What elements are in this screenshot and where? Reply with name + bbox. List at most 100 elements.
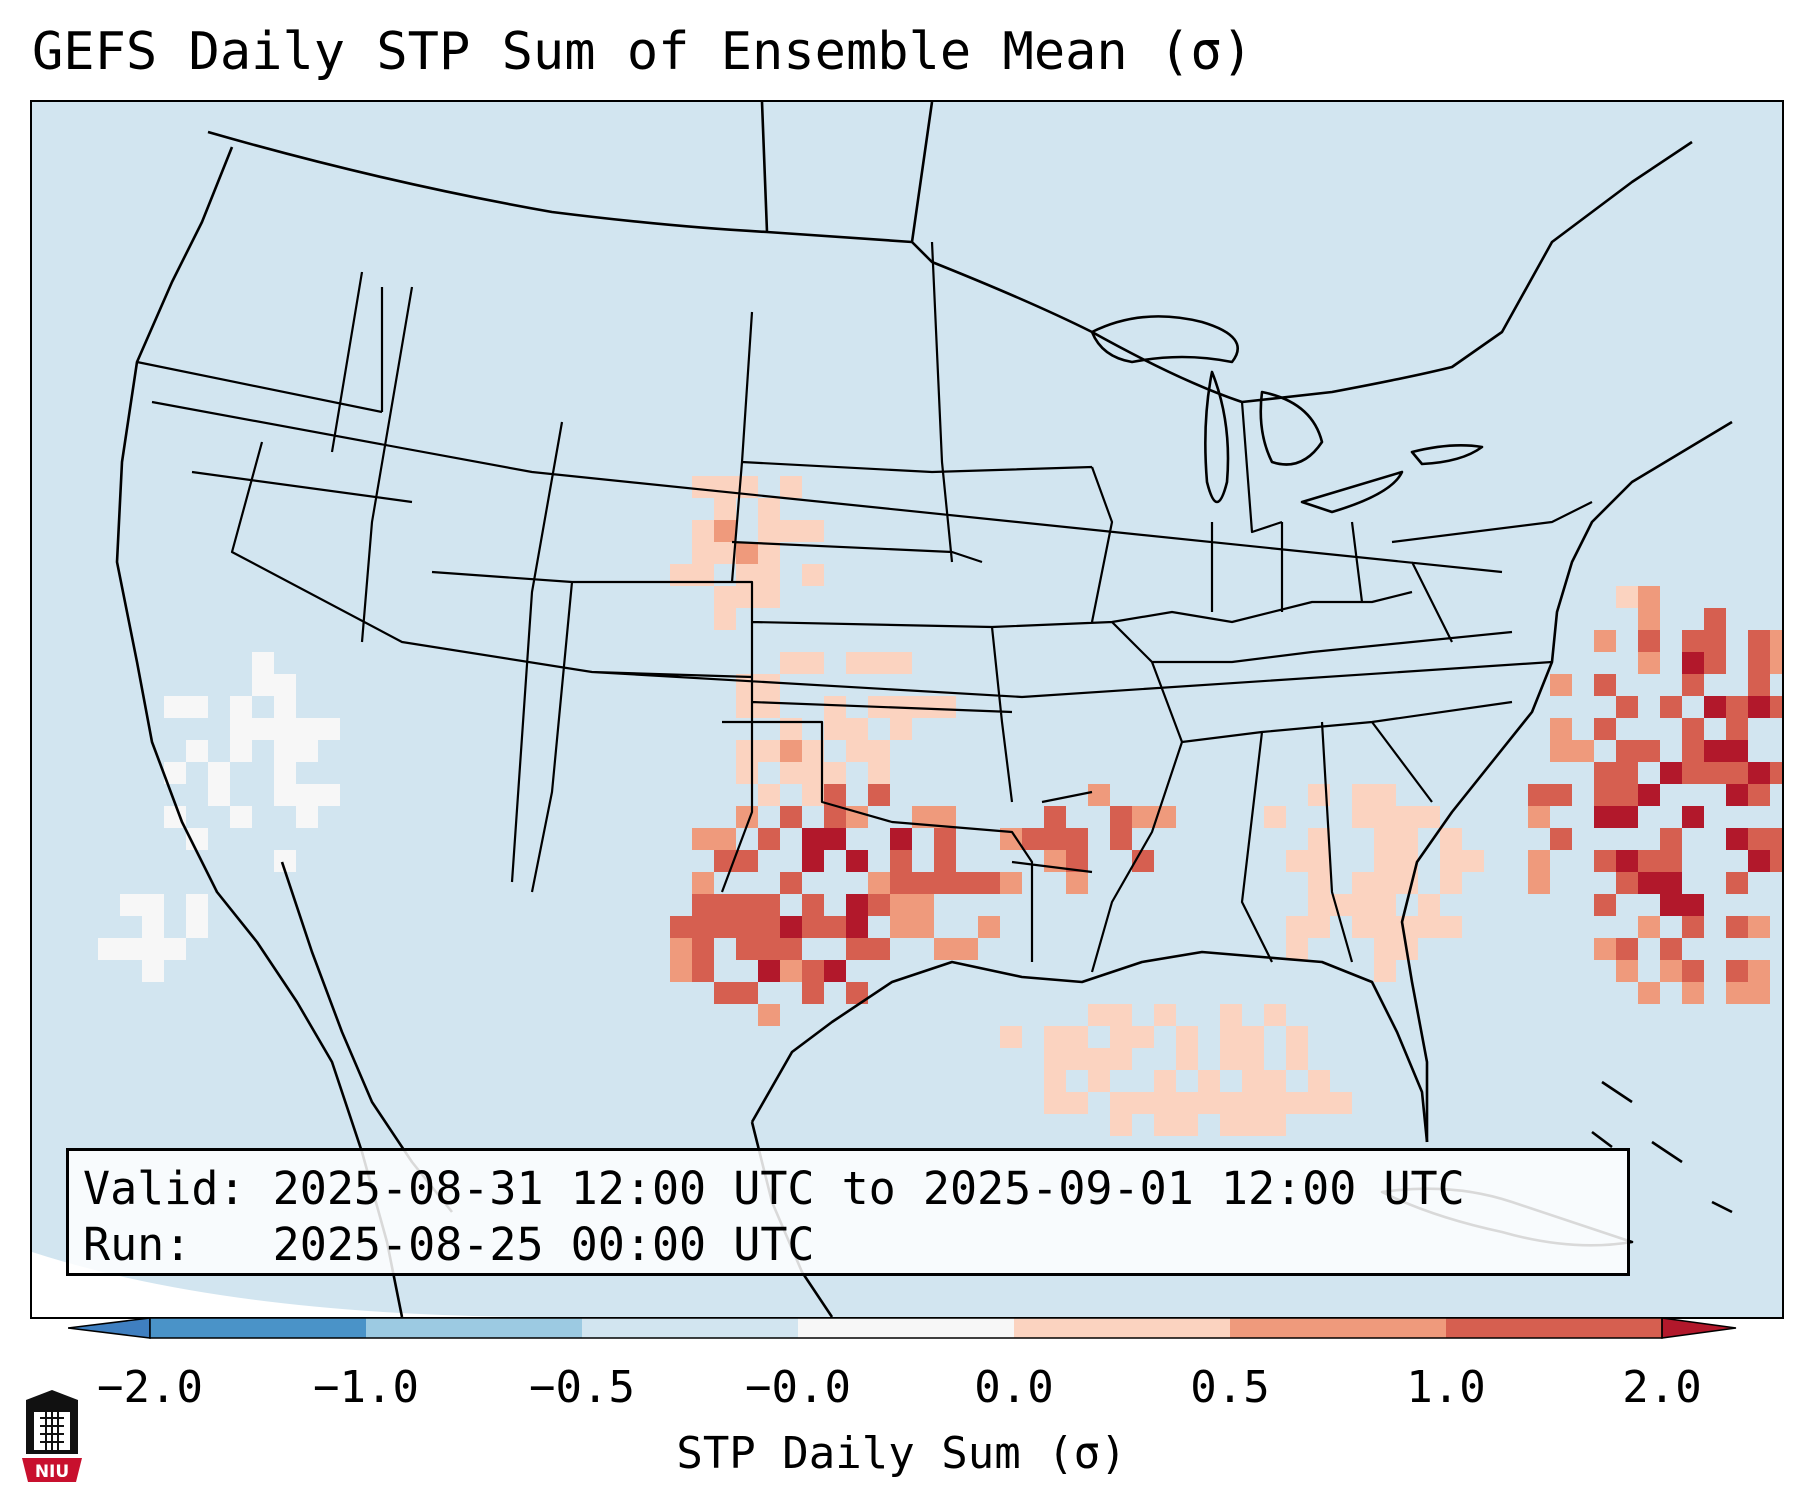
anomaly-cell [1616,696,1638,718]
anomaly-cell [1352,916,1374,938]
anomaly-cell [1044,828,1066,850]
anomaly-cell [1088,1004,1110,1026]
anomaly-cell [142,894,164,916]
anomaly-cell [780,872,802,894]
lake-ontario [1410,444,1484,466]
gulf-coast [750,950,1429,1143]
anomaly-cell [1242,1114,1264,1136]
anomaly-cell [208,784,230,806]
anomaly-cell [1154,1004,1176,1026]
anomaly-cell [714,916,736,938]
anomaly-cell [274,740,296,762]
anomaly-cell [318,718,340,740]
anomaly-cell [912,916,934,938]
anomaly-cell [1000,872,1022,894]
anomaly-cell [802,916,824,938]
anomaly-cell [1748,850,1770,872]
anomaly-cell [934,872,956,894]
anomaly-cell [692,828,714,850]
anomaly-cell [714,828,736,850]
anomaly-cell [956,872,978,894]
anomaly-cell [802,784,824,806]
anomaly-cell [186,894,208,916]
anomaly-cell [1770,850,1782,872]
anomaly-cell [1704,608,1726,630]
anomaly-cell [1770,652,1782,674]
anomaly-cell [274,850,296,872]
anomaly-cell [1264,1114,1286,1136]
anomaly-cell [1198,1070,1220,1092]
validity-info-box: Valid: 2025-08-31 12:00 UTC to 2025-09-0… [66,1148,1630,1276]
anomaly-cell [1550,674,1572,696]
anomaly-cell [1308,1070,1330,1092]
anomaly-cell [1044,1070,1066,1092]
colorbar-under-arrow [68,1317,151,1339]
tick-label: −2.0 [97,1362,203,1413]
anomaly-cell [1748,630,1770,652]
anomaly-cell [692,894,714,916]
anomaly-cell [1352,894,1374,916]
anomaly-cell [1374,938,1396,960]
anomaly-cell [824,916,846,938]
anomaly-cell [780,916,802,938]
tick-label: 0.0 [974,1362,1054,1413]
anomaly-cell [1660,872,1682,894]
anomaly-cell [1528,850,1550,872]
anomaly-cell [890,850,912,872]
anomaly-cell [1616,850,1638,872]
anomaly-cell [1330,894,1352,916]
anomaly-cell [934,828,956,850]
anomaly-cell [1550,718,1572,740]
anomaly-cell [1638,872,1660,894]
anomaly-cell [824,762,846,784]
anomaly-cell [1682,630,1704,652]
anomaly-cell [736,696,758,718]
anomaly-cell [846,916,868,938]
tick-label: −1.0 [313,1362,419,1413]
anomaly-cell [164,762,186,784]
anomaly-cell [1594,806,1616,828]
anomaly-cell [824,828,846,850]
anomaly-cell [802,520,824,542]
anomaly-cell [1638,652,1660,674]
anomaly-cell [868,762,890,784]
anomaly-cell [230,696,252,718]
anomaly-cell [1000,1026,1022,1048]
colorbar-bin-5 [1014,1318,1230,1338]
anomaly-cell [1396,828,1418,850]
anomaly-cell [1726,762,1748,784]
anomaly-cell [1638,850,1660,872]
anomaly-cell [1176,1092,1198,1114]
anomaly-cell [1374,894,1396,916]
anomaly-cell [1726,982,1748,1004]
anomaly-cell [846,850,868,872]
anomaly-cell [1462,850,1484,872]
anomaly-cell [824,960,846,982]
anomaly-cell [758,828,780,850]
anomaly-cell [1770,828,1782,850]
anomaly-cell [296,806,318,828]
colorbar-bin-6 [1230,1318,1446,1338]
anomaly-cell [1638,608,1660,630]
anomaly-cell [1110,1114,1132,1136]
anomaly-cell [1088,784,1110,806]
anomaly-cell [1550,740,1572,762]
anomaly-cell [736,564,758,586]
anomaly-cell [934,806,956,828]
colorbar-over-arrow [1661,1317,1737,1339]
tick-label: −0.0 [745,1362,851,1413]
anomaly-cell [1748,982,1770,1004]
anomaly-cell [142,916,164,938]
anomaly-cell [736,542,758,564]
anomaly-cell [758,1004,780,1026]
anomaly-cell [230,740,252,762]
anomaly-cell [1242,1026,1264,1048]
anomaly-cell [1154,1092,1176,1114]
anomaly-cell [802,850,824,872]
anomaly-cell [252,652,274,674]
anomaly-cell [1396,850,1418,872]
map-panel[interactable] [30,100,1784,1319]
anomaly-cell [252,718,274,740]
run-value: 2025-08-25 00:00 UTC [272,1218,815,1271]
anomaly-cell [1418,916,1440,938]
